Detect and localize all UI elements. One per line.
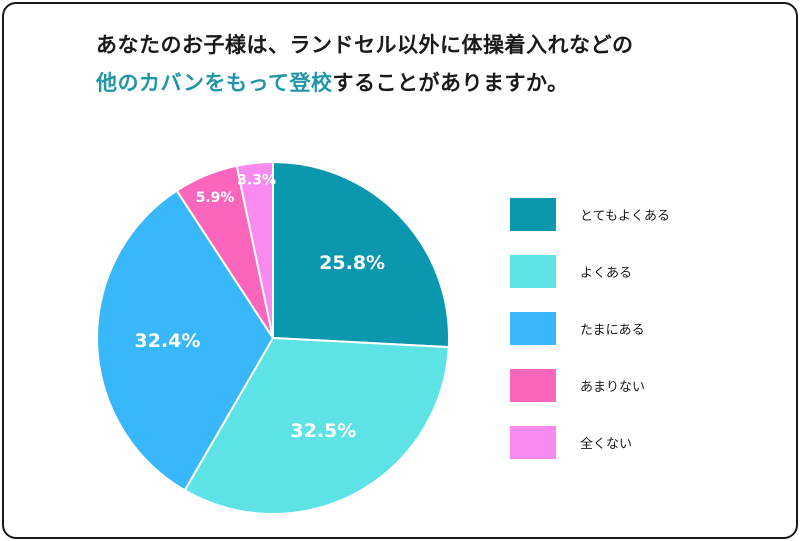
legend-item-5: 全くない <box>510 426 670 459</box>
legend-label-5: 全くない <box>580 437 633 452</box>
pie-slice-1 <box>272 160 450 349</box>
title-accent-text: 他のカバンをもって登校 <box>96 71 333 95</box>
slice-label-2: 32.5% <box>290 420 356 442</box>
legend-label-4: あまりない <box>580 380 646 395</box>
title-line-1: あなたのお子様は、ランドセル以外に体操着入れなどの <box>96 33 634 57</box>
legend-item-1: とてもよくある <box>510 198 670 231</box>
title-rest-text: することがありますか。 <box>332 71 569 95</box>
slice-label-3: 32.4% <box>134 330 200 352</box>
legend-label-2: よくある <box>580 266 633 281</box>
legend-swatch-3 <box>510 312 556 345</box>
pie-slice-5 <box>235 160 274 339</box>
legend-swatch-4 <box>510 369 556 402</box>
legend-label-3: たまにある <box>580 323 645 338</box>
slice-label-1: 25.8% <box>319 252 385 274</box>
legend: とてもよくある よくあるたまにあるあまりない全くない <box>510 198 670 483</box>
legend-item-3: たまにある <box>510 312 670 345</box>
legend-item-4: あまりない <box>510 369 670 402</box>
chart-title: あなたのお子様は、ランドセル以外に体操着入れなどの 他のカバンをもって登校するこ… <box>96 26 634 102</box>
legend-item-2: よくある <box>510 255 670 288</box>
slice-label-5: 3.3% <box>237 172 276 188</box>
pie-slice-3 <box>96 189 275 492</box>
pie-slice-2 <box>183 336 450 515</box>
legend-swatch-2 <box>510 255 556 288</box>
title-line-2: 他のカバンをもって登校することがありますか。 <box>96 64 634 102</box>
slice-label-4: 5.9% <box>196 190 235 206</box>
legend-swatch-5 <box>510 426 556 459</box>
legend-swatch-1 <box>510 198 556 231</box>
legend-label-1: とてもよくある <box>580 209 670 224</box>
